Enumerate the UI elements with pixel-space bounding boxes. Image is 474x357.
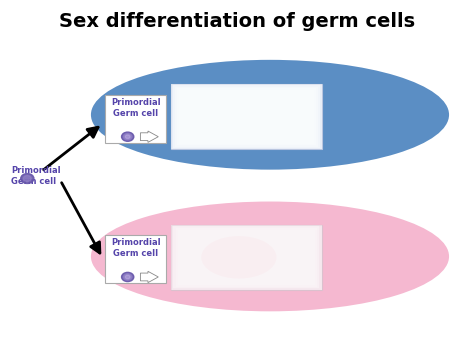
Bar	[175, 87, 318, 147]
Bar	[171, 225, 322, 290]
Text: Primordial
Germ cell: Primordial Germ cell	[111, 238, 161, 258]
Bar	[181, 232, 312, 283]
Circle shape	[125, 135, 130, 139]
Text: Primordial
Germ cell: Primordial Germ cell	[11, 166, 61, 186]
Bar	[183, 233, 310, 281]
Circle shape	[121, 132, 134, 141]
Bar	[171, 84, 322, 150]
Text: Primordial
Germ cell: Primordial Germ cell	[111, 98, 161, 118]
Text: Sex differentiation of germ cells: Sex differentiation of germ cells	[59, 12, 415, 31]
Bar	[105, 95, 166, 143]
Bar	[173, 85, 320, 148]
FancyArrow shape	[140, 131, 158, 142]
Circle shape	[21, 174, 34, 183]
Circle shape	[23, 176, 31, 181]
Ellipse shape	[91, 201, 449, 311]
Circle shape	[125, 275, 130, 279]
Ellipse shape	[201, 236, 277, 278]
Bar	[176, 228, 317, 287]
Bar	[178, 230, 315, 285]
Bar	[171, 225, 322, 290]
Bar	[179, 90, 314, 144]
Ellipse shape	[91, 60, 449, 170]
Circle shape	[123, 134, 132, 140]
Circle shape	[121, 272, 134, 282]
Bar	[177, 88, 316, 145]
Circle shape	[123, 274, 132, 280]
Bar	[181, 91, 312, 142]
Bar	[173, 226, 319, 288]
Bar	[184, 94, 309, 140]
FancyArrow shape	[140, 271, 158, 283]
Bar	[182, 92, 310, 141]
Bar	[105, 235, 166, 283]
Bar	[171, 84, 322, 150]
